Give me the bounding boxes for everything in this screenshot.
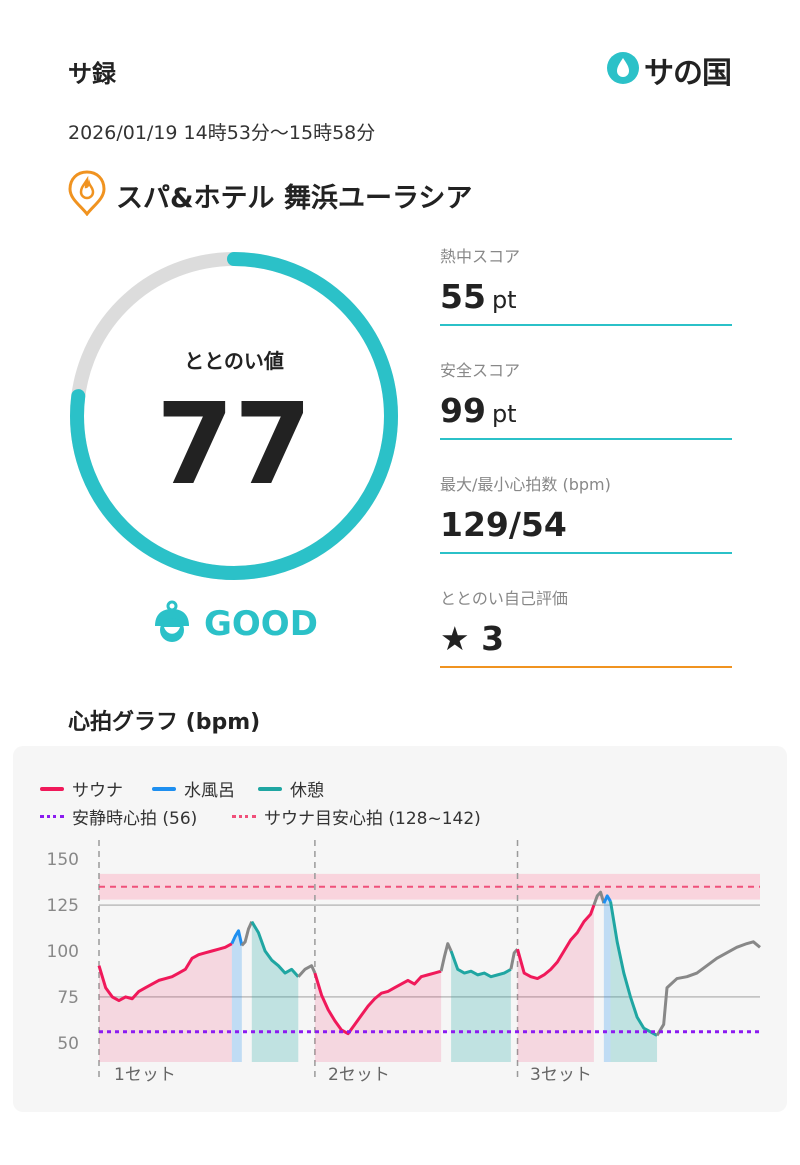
legend-sauna-target: サウナ目安心拍 (128~142) — [232, 804, 481, 829]
cold-line — [230, 929, 244, 946]
set-label: 2セット — [328, 1065, 390, 1085]
other-line — [297, 964, 317, 978]
legend-swatch — [258, 786, 282, 791]
metric-value: ★ 3 — [440, 619, 732, 668]
legend-rest: 休憩 — [258, 776, 324, 801]
sauna-line — [97, 942, 233, 1003]
cold-line — [602, 894, 612, 904]
heart-rate-chart: 50 75 100 125 150 — [47, 840, 761, 1080]
metric-label: 安全スコア — [440, 361, 521, 380]
y-tick-label: 100 — [47, 942, 79, 962]
facility-name: スパ&ホテル 舞浜ユーラシア — [116, 182, 473, 214]
metric-self-rating[interactable]: ととのい自己評価 ★ 3 — [440, 585, 732, 668]
sauna-area — [314, 971, 442, 1062]
metric-value: 55 pt — [440, 277, 732, 326]
legend-swatch — [40, 786, 64, 791]
rest-line — [609, 901, 658, 1037]
metric-label: 熱中スコア — [440, 247, 521, 266]
cold-area — [231, 930, 242, 1062]
other-line — [240, 921, 254, 947]
legend-resting-hr: 安静時心拍 (56) — [40, 804, 197, 829]
gauge-value: 77 — [156, 380, 312, 510]
set-label: 3セット — [530, 1065, 592, 1085]
rest-area — [251, 921, 299, 1062]
legend-sauna: サウナ — [40, 776, 123, 801]
session-datetime: 2026/01/19 14時53分〜15時58分 — [68, 122, 376, 144]
rating-badge: GOOD — [150, 600, 318, 648]
sauna-line — [516, 904, 596, 981]
legend-swatch — [232, 815, 256, 818]
sauna-line — [313, 969, 442, 1036]
rest-line — [250, 920, 300, 978]
brand-logo: サの国 — [606, 50, 732, 91]
legend-cold-bath: 水風呂 — [152, 776, 235, 801]
facility-row[interactable]: スパ&ホテル 舞浜ユーラシア — [68, 170, 472, 220]
metric-heat-score: 熱中スコア 55 pt — [440, 243, 732, 326]
y-tick-label: 125 — [47, 896, 79, 916]
gauge-label: ととのい値 — [184, 349, 284, 373]
other-line — [439, 942, 453, 972]
star-rating-value: ★ 3 — [440, 619, 505, 658]
water-drop-icon — [606, 51, 640, 89]
graph-title: 心拍グラフ (bpm) — [68, 710, 261, 735]
sauna-hat-face-icon — [150, 600, 194, 648]
set-label: 1セット — [114, 1065, 176, 1085]
page-title: サ録 — [68, 60, 116, 88]
other-line — [509, 948, 519, 970]
rest-area — [610, 901, 658, 1062]
rating-text: GOOD — [204, 604, 318, 644]
metric-heart-rate: 最大/最小心拍数 (bpm) 129/54 — [440, 471, 732, 554]
totonoi-gauge — [70, 252, 398, 580]
logo-text: サの国 — [644, 56, 732, 91]
metric-label: 最大/最小心拍数 (bpm) — [440, 475, 611, 494]
metric-label: ととのい自己評価 — [440, 589, 568, 608]
rest-line — [449, 950, 512, 979]
cold-area — [603, 895, 611, 1062]
y-tick-label: 75 — [57, 988, 79, 1008]
rest-area — [451, 951, 511, 1062]
sauna-area — [99, 943, 232, 1062]
legend-swatch — [152, 786, 176, 791]
y-tick-label: 50 — [57, 1034, 79, 1054]
y-tick-label: 150 — [47, 850, 79, 870]
other-line — [655, 940, 761, 1037]
sauna-area — [517, 905, 594, 1062]
flame-pin-icon — [68, 170, 106, 220]
metric-safety-score: 安全スコア 99 pt — [440, 357, 732, 440]
gauge-fill-arc — [70, 252, 398, 580]
other-line — [592, 890, 606, 906]
metric-value: 99 pt — [440, 391, 732, 440]
metric-value: 129/54 — [440, 505, 732, 554]
legend-swatch — [40, 815, 64, 818]
heart-rate-graph-panel — [13, 746, 787, 1112]
